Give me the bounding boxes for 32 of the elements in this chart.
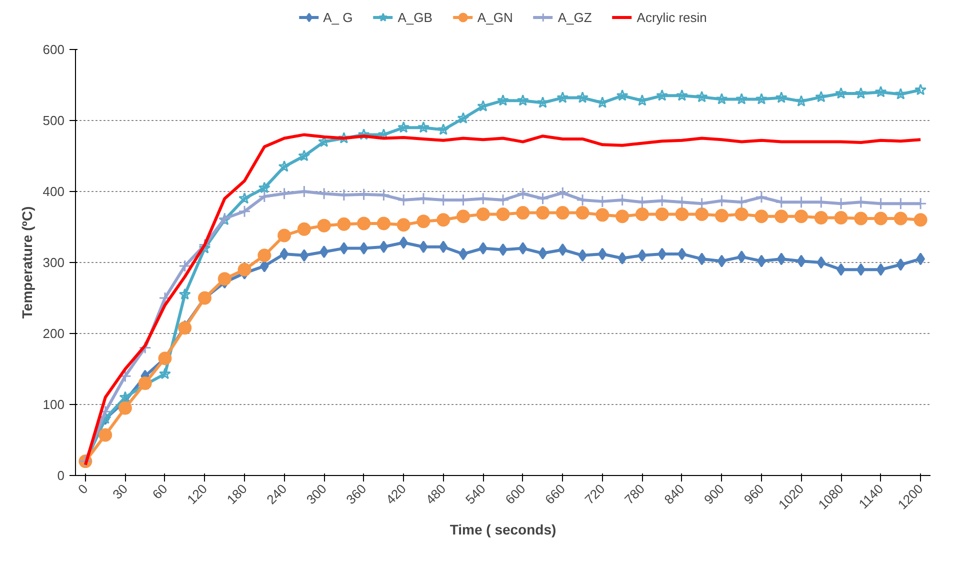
x-tick-label: 840 <box>661 481 688 508</box>
y-axis-title: Temperature (ºC) <box>18 206 35 319</box>
x-tick-label: 720 <box>582 481 608 508</box>
x-tick-label: 780 <box>622 481 648 508</box>
y-tick-label: 500 <box>42 113 65 128</box>
y-tick-label: 600 <box>42 42 65 57</box>
x-tick-label: 480 <box>422 481 449 508</box>
x-tick-label: 0 <box>75 481 91 497</box>
legend-label: Acrylic resin <box>636 10 707 24</box>
y-tick-label: 200 <box>42 326 65 341</box>
x-tick-label: 60 <box>149 481 170 502</box>
x-tick-label: 300 <box>303 481 330 508</box>
legend-label: A_ G <box>323 10 353 24</box>
x-tick-label: 360 <box>343 481 370 508</box>
x-tick-label: 30 <box>110 481 131 502</box>
x-tick-label: 240 <box>264 481 290 508</box>
y-tick-label: 100 <box>42 397 65 412</box>
y-tick-label: 300 <box>42 255 65 270</box>
x-tick-label: 120 <box>184 481 210 508</box>
x-tick-label: 540 <box>462 481 488 508</box>
x-tick-label: 900 <box>701 481 728 508</box>
x-tick-label: 660 <box>542 481 568 508</box>
x-tick-label: 960 <box>740 481 767 508</box>
y-tick-label: 0 <box>57 468 65 483</box>
x-tick-label: 420 <box>382 481 409 508</box>
legend-label: A_GN <box>477 10 513 24</box>
x-axis-title: Time ( seconds) <box>450 521 556 538</box>
y-tick-label: 400 <box>42 184 65 199</box>
x-tick-label: 180 <box>224 481 250 508</box>
x-tick-label: 600 <box>502 481 528 508</box>
legend-label: A_GZ <box>558 10 592 24</box>
legend-label: A_GB <box>398 10 432 24</box>
